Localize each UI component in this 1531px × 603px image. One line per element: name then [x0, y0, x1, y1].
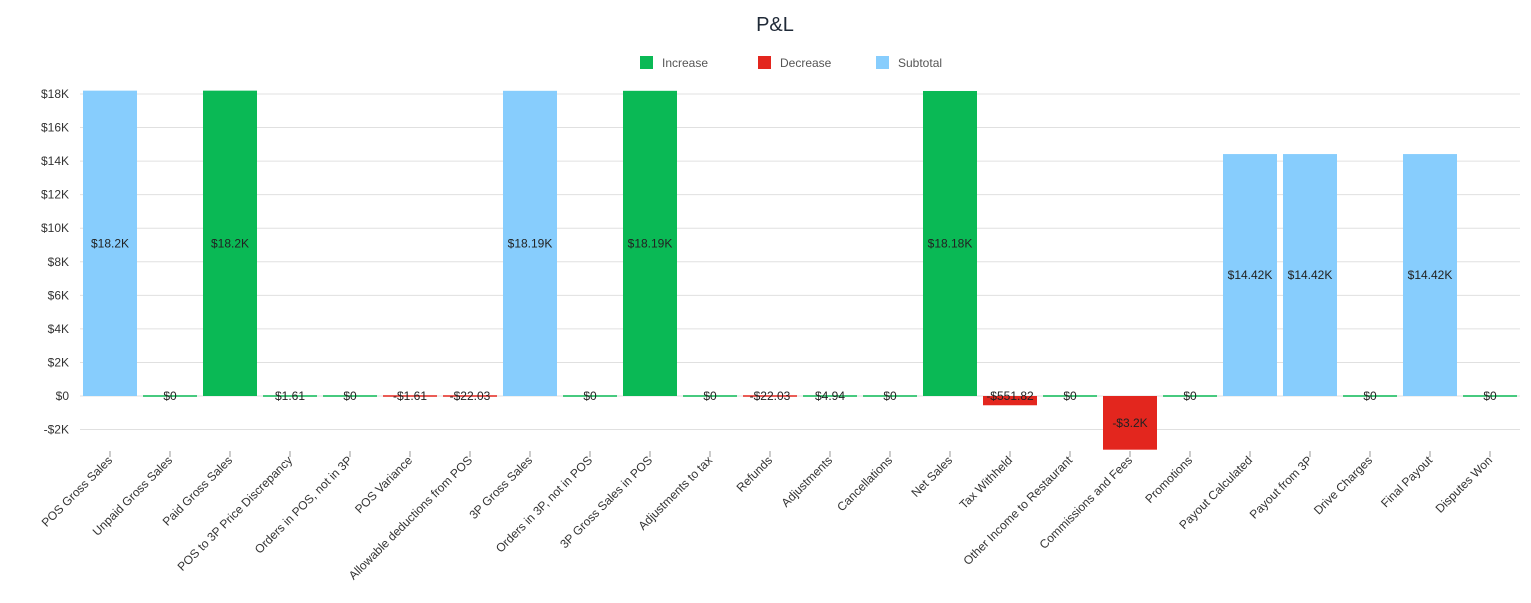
data-label: $18.18K	[928, 236, 973, 250]
data-label: -$22.03	[750, 389, 791, 403]
data-label: $18.2K	[211, 236, 249, 250]
x-tick-label: Drive Charges	[1311, 453, 1375, 517]
bar[interactable]	[263, 395, 317, 397]
data-label: -$551.82	[986, 389, 1034, 403]
data-label: $0	[163, 389, 177, 403]
y-tick-label: $16K	[41, 121, 69, 135]
bars-layer	[83, 90, 1517, 450]
data-label: $0	[1363, 389, 1377, 403]
x-tick-label: Promotions	[1142, 453, 1195, 506]
bar[interactable]	[1463, 395, 1517, 397]
y-tick-label: $18K	[41, 87, 69, 101]
data-label: $0	[883, 389, 897, 403]
x-tick-label: POS Variance	[352, 453, 415, 516]
data-label: $14.42K	[1228, 268, 1273, 282]
x-tick-label: Net Sales	[908, 453, 955, 500]
legend-swatch-decrease[interactable]	[758, 56, 771, 69]
y-tick-label: $2K	[48, 355, 69, 369]
legend-swatch-subtotal[interactable]	[876, 56, 889, 69]
bar[interactable]	[803, 395, 857, 397]
x-tick-label: Disputes Won	[1433, 453, 1496, 516]
data-label: $0	[1063, 389, 1077, 403]
bar[interactable]	[563, 395, 617, 397]
data-label: $18.19K	[508, 236, 553, 250]
bar[interactable]	[1403, 154, 1457, 396]
bar[interactable]	[623, 90, 677, 396]
bar[interactable]	[1283, 154, 1337, 396]
legend-swatch-increase[interactable]	[640, 56, 653, 69]
bar[interactable]	[503, 90, 557, 396]
bar[interactable]	[923, 90, 977, 396]
data-label: $0	[343, 389, 357, 403]
data-label: $0	[703, 389, 717, 403]
bar[interactable]	[1103, 396, 1157, 450]
bar[interactable]	[443, 395, 497, 397]
data-label: $14.42K	[1288, 268, 1333, 282]
x-tick-label: Cancellations	[834, 453, 895, 514]
grid-layer	[80, 93, 1520, 431]
data-label: $14.42K	[1408, 268, 1453, 282]
bar[interactable]	[383, 395, 437, 397]
data-label: $4.94	[815, 389, 845, 403]
chart-title: P&L	[756, 14, 794, 36]
y-tick-label: $10K	[41, 221, 69, 235]
bar[interactable]	[143, 395, 197, 397]
y-tick-label: -$2K	[44, 423, 69, 437]
data-label: $18.2K	[91, 236, 129, 250]
legend-label-increase[interactable]: Increase	[662, 56, 708, 70]
y-tick-label: $12K	[41, 188, 69, 202]
data-label: $0	[583, 389, 597, 403]
bar[interactable]	[1343, 395, 1397, 397]
bar[interactable]	[1223, 154, 1277, 396]
y-tick-label: $8K	[48, 255, 69, 269]
y-tick-label: $6K	[48, 288, 69, 302]
x-tick-label: POS to 3P Price Discrepancy	[175, 453, 296, 574]
data-label: -$22.03	[450, 389, 491, 403]
x-tick-label: Allowable deductions from POS	[346, 453, 475, 582]
x-tick-label: Tax Withheld	[957, 453, 1015, 511]
bar[interactable]	[743, 395, 797, 397]
y-tick-label: $4K	[48, 322, 69, 336]
x-tick-label: Final Payout	[1378, 453, 1436, 511]
data-label: $18.19K	[628, 236, 673, 250]
bar[interactable]	[1163, 395, 1217, 397]
x-tick-label: 3P Gross Sales	[466, 453, 535, 522]
y-tick-label: $0	[56, 389, 70, 403]
x-tick-label: Orders in 3P, not in POS	[493, 453, 595, 555]
bar[interactable]	[983, 396, 1037, 406]
data-label: -$1.61	[393, 389, 427, 403]
x-tick-label: Refunds	[734, 453, 776, 495]
legend: Increase Decrease Subtotal	[640, 56, 942, 70]
bar[interactable]	[323, 395, 377, 397]
bar[interactable]	[863, 395, 917, 397]
x-tick-label: Payout from 3P	[1247, 453, 1315, 521]
x-tick-label: Adjustments	[779, 453, 836, 510]
data-label: $0	[1483, 389, 1497, 403]
data-label: -$3.2K	[1112, 416, 1147, 430]
bar[interactable]	[1043, 395, 1097, 397]
bar[interactable]	[683, 395, 737, 397]
data-label: $0	[1183, 389, 1197, 403]
legend-label-decrease[interactable]: Decrease	[780, 56, 832, 70]
labels-layer: $18.2K $0 $18.2K $1.61 $0 -$1.61 -$22.03 $18.19…	[91, 236, 1497, 430]
legend-label-subtotal[interactable]: Subtotal	[898, 56, 942, 70]
x-tick-label: Orders in POS, not in 3P	[252, 453, 355, 556]
bar[interactable]	[203, 90, 257, 397]
x-tick-label: Other Income to Restaurant	[961, 453, 1076, 568]
bar[interactable]	[83, 90, 137, 397]
y-tick-label: $14K	[41, 154, 69, 168]
data-label: $1.61	[275, 389, 305, 403]
